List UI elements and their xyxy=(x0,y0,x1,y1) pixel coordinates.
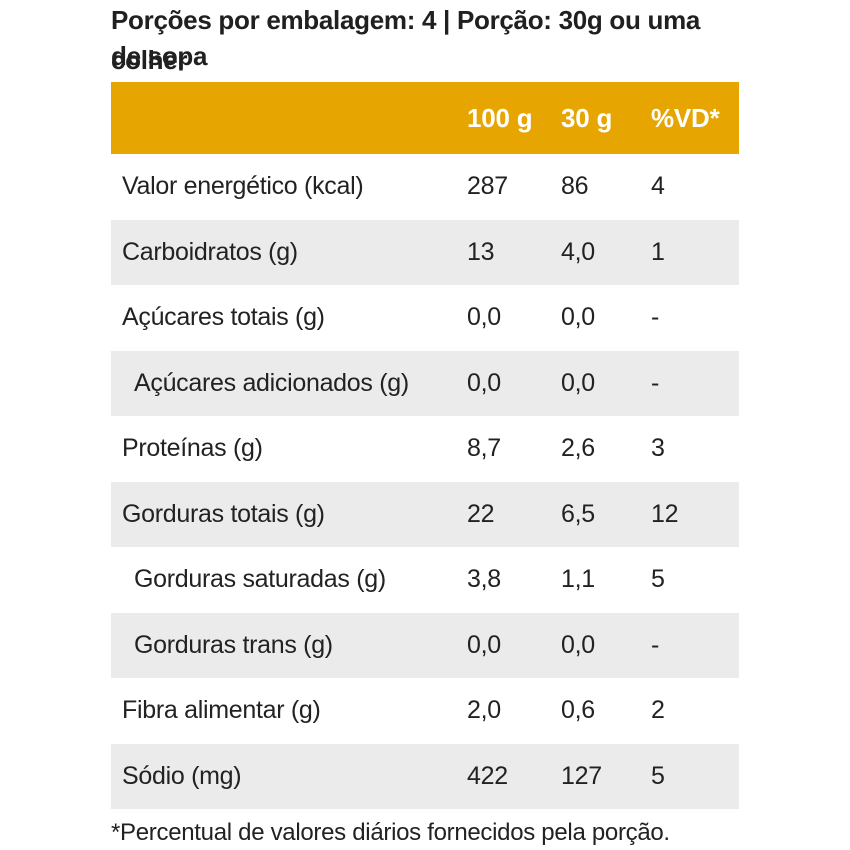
header-vd: %VD* xyxy=(651,103,720,133)
row-value-30g: 4,0 xyxy=(561,237,595,266)
row-value-vd: - xyxy=(651,630,660,659)
row-value-30g: 127 xyxy=(561,761,602,790)
table-row: Gorduras saturadas (g) 3,8 1,1 5 xyxy=(111,547,739,613)
row-value-100g: 287 xyxy=(467,172,508,200)
row-value-100g: 22 xyxy=(467,499,495,528)
table-row: Valor energético (kcal) 287 86 4 xyxy=(111,154,739,220)
table-row: Proteínas (g) 8,7 2,6 3 xyxy=(111,416,739,482)
row-value-100g: 2,0 xyxy=(467,696,501,724)
row-label: Açúcares adicionados (g) xyxy=(134,368,409,397)
row-value-30g: 0,6 xyxy=(561,696,595,724)
table-row: Carboidratos (g) 13 4,0 1 xyxy=(111,219,739,285)
row-label: Valor energético (kcal) xyxy=(122,172,364,200)
row-value-30g: 2,6 xyxy=(561,434,595,462)
row-value-30g: 6,5 xyxy=(561,499,595,528)
nutrition-table: 100 g 30 g %VD* Valor energético (kcal) … xyxy=(111,82,739,809)
row-label: Açúcares totais (g) xyxy=(122,303,325,331)
row-value-vd: 4 xyxy=(651,172,665,200)
table-row: Gorduras trans (g) 0,0 0,0 - xyxy=(111,612,739,678)
row-label: Proteínas (g) xyxy=(122,434,263,462)
row-value-vd: - xyxy=(651,303,660,331)
row-value-30g: 1,1 xyxy=(561,565,595,593)
row-label: Fibra alimentar (g) xyxy=(122,696,321,724)
row-value-100g: 0,0 xyxy=(467,368,501,397)
row-label: Gorduras saturadas (g) xyxy=(134,565,386,593)
row-label: Carboidratos (g) xyxy=(122,237,298,266)
row-value-100g: 13 xyxy=(467,237,495,266)
table-row: Sódio (mg) 422 127 5 xyxy=(111,743,739,809)
row-label: Gorduras totais (g) xyxy=(122,499,325,528)
row-value-30g: 0,0 xyxy=(561,303,595,331)
table-header: 100 g 30 g %VD* xyxy=(111,82,739,154)
row-value-vd: 1 xyxy=(651,237,665,266)
row-value-vd: - xyxy=(651,368,660,397)
footnote: *Percentual de valores diários fornecido… xyxy=(111,819,670,846)
table-row: Gorduras totais (g) 22 6,5 12 xyxy=(111,481,739,547)
table-row: Açúcares adicionados (g) 0,0 0,0 - xyxy=(111,350,739,416)
row-value-30g: 0,0 xyxy=(561,368,595,397)
row-label: Sódio (mg) xyxy=(122,761,242,790)
row-value-vd: 5 xyxy=(651,761,665,790)
row-value-vd: 5 xyxy=(651,565,665,593)
row-value-vd: 12 xyxy=(651,499,679,528)
serving-info-line1: Porções por embalagem: 4 | Porção: 30g o… xyxy=(111,5,701,75)
serving-info-line2: de sopa xyxy=(111,41,208,71)
row-value-100g: 422 xyxy=(467,761,508,790)
row-value-30g: 0,0 xyxy=(561,630,595,659)
header-100g: 100 g xyxy=(467,103,533,133)
header-30g: 30 g xyxy=(561,103,613,133)
row-value-100g: 8,7 xyxy=(467,434,501,462)
row-value-30g: 86 xyxy=(561,172,589,200)
row-label: Gorduras trans (g) xyxy=(134,630,333,659)
serving-info: Porções por embalagem: 4 | Porção: 30g o… xyxy=(111,0,751,76)
row-value-100g: 3,8 xyxy=(467,565,501,593)
row-value-100g: 0,0 xyxy=(467,303,501,331)
row-value-vd: 3 xyxy=(651,434,665,462)
row-value-vd: 2 xyxy=(651,696,665,724)
table-row: Fibra alimentar (g) 2,0 0,6 2 xyxy=(111,678,739,744)
row-value-100g: 0,0 xyxy=(467,630,501,659)
table-row: Açúcares totais (g) 0,0 0,0 - xyxy=(111,285,739,351)
